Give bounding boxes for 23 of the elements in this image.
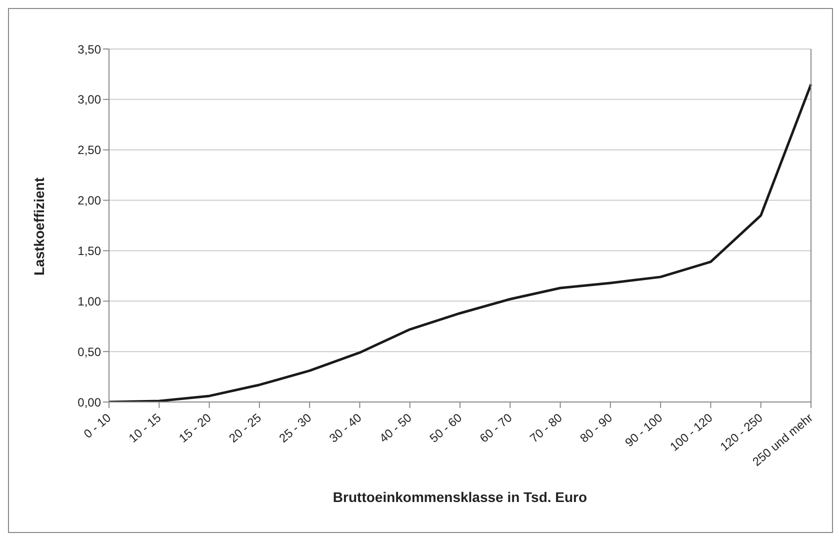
x-tick-label: 20 - 25 [226, 410, 264, 446]
x-tick-label: 70 - 80 [527, 410, 566, 446]
x-tick-label: 30 - 40 [326, 410, 364, 446]
y-axis-title: Lastkoeffizient [30, 177, 47, 276]
y-tick-label: 2,00 [78, 194, 102, 208]
y-tick-label: 1,00 [78, 294, 102, 308]
y-tick-label: 1,50 [78, 244, 102, 258]
y-tick-label: 0,00 [78, 395, 102, 410]
x-tick-label: 60 - 70 [477, 410, 515, 446]
y-tick-label: 0,50 [78, 344, 102, 359]
y-tick-label: 3,00 [78, 92, 102, 107]
x-tick-label: 10 - 15 [126, 410, 164, 446]
x-tick-label: 0 - 10 [80, 410, 114, 442]
x-tick-label: 40 - 50 [376, 410, 415, 446]
x-tick-label: 80 - 90 [577, 410, 616, 446]
y-tick-label: 2,50 [78, 143, 102, 158]
x-tick-label: 100 - 120 [667, 410, 716, 454]
x-tick-label: 25 - 30 [276, 410, 314, 446]
x-tick-label: 50 - 60 [426, 410, 465, 446]
x-tick-label: 90 - 100 [622, 410, 666, 450]
x-tick-label: 15 - 20 [176, 410, 214, 446]
y-tick-label: 3,50 [78, 42, 102, 56]
x-axis-title: Bruttoeinkommensklasse in Tsd. Euro [332, 489, 588, 505]
